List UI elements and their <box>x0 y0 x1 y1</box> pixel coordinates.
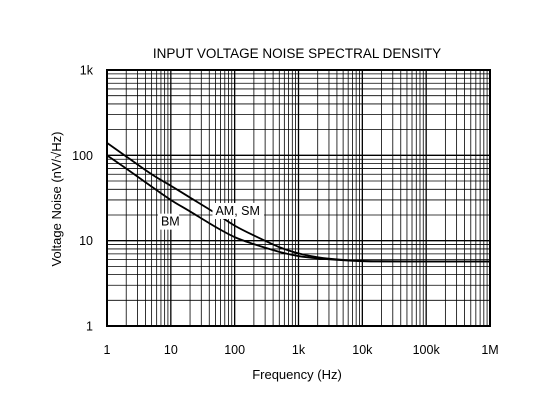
x-tick-label: 1 <box>104 343 111 357</box>
y-axis-label: Voltage Noise (nV/√Hz) <box>49 131 64 266</box>
annotations: AM, SM BM <box>157 202 265 230</box>
chart-title: INPUT VOLTAGE NOISE SPECTRAL DENSITY <box>153 46 441 61</box>
annotation-background <box>212 202 265 219</box>
plot-frame <box>106 69 491 327</box>
x-tick-label: 1M <box>481 343 498 357</box>
series-annotation: BM <box>161 215 180 229</box>
x-axis-label: Frequency (Hz) <box>252 367 342 382</box>
series-line-1 <box>106 154 490 263</box>
x-tick-label: 10k <box>352 343 373 357</box>
annotation-background <box>157 213 180 230</box>
y-tick-label: 100 <box>72 149 93 163</box>
series-lines <box>106 142 491 263</box>
x-tick-label: 100 <box>224 343 245 357</box>
grid <box>106 70 490 327</box>
x-tick-label: 100k <box>413 343 441 357</box>
y-tick-label: 1k <box>80 64 94 78</box>
series-annotation: AM, SM <box>215 204 259 218</box>
x-tick-label: 10 <box>164 343 178 357</box>
x-tick-label: 1k <box>292 343 306 357</box>
tick-labels: 1 10 100 1k 10k 100k 1M 1 10 100 1k <box>72 64 499 358</box>
y-tick-label: 1 <box>86 320 93 334</box>
y-tick-label: 10 <box>79 234 93 248</box>
